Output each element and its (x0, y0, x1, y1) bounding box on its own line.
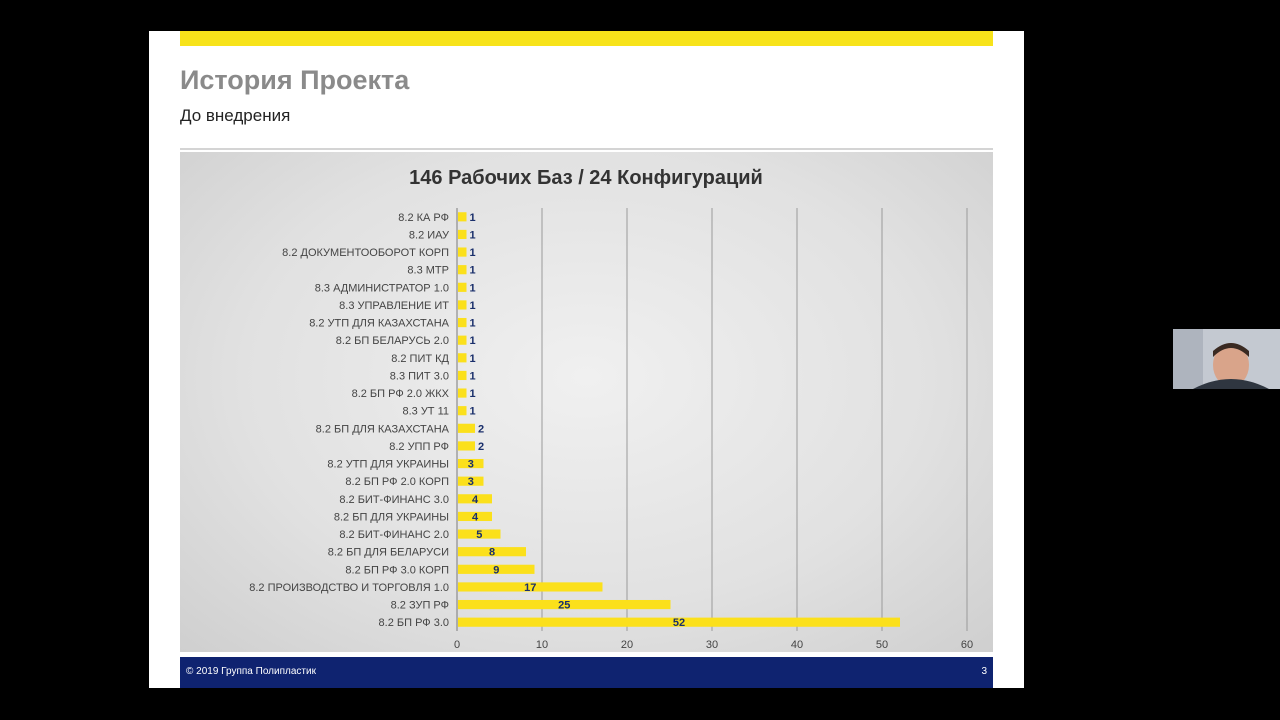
bar (458, 582, 603, 592)
bar-chart: 146 Рабочих Баз / 24 Конфигураций 0 10 20 30… (249, 167, 973, 651)
webcam-video[interactable] (1173, 329, 1280, 389)
bar (458, 494, 492, 504)
bar (458, 282, 467, 292)
category-label: 8.3 УПРАВЛЕНИЕ ИТ (339, 300, 449, 312)
data-label: 17 (524, 582, 536, 594)
category-label: 8.3 УТ 11 (402, 406, 449, 418)
x-tick-label: 0 (454, 639, 460, 651)
category-label: 8.2 УПП РФ (389, 441, 449, 453)
category-label: 8.2 БП ДЛЯ БЕЛАРУСИ (328, 547, 449, 559)
data-label: 9 (493, 564, 499, 576)
data-label: 1 (470, 370, 476, 382)
category-label: 8.2 КА РФ (398, 212, 449, 224)
data-label: 1 (470, 318, 476, 330)
category-label: 8.2 БП РФ 3.0 КОРП (345, 564, 449, 576)
data-label: 2 (478, 423, 484, 435)
bar (458, 229, 467, 240)
person-icon (1173, 329, 1280, 389)
data-label: 1 (470, 247, 476, 259)
bar (458, 370, 467, 381)
slide: История Проекта До внедрения 146 Рабочих… (149, 31, 1024, 688)
top-accent-bar (180, 31, 993, 46)
category-label: 8.2 БП ДЛЯ УКРАИНЫ (334, 511, 449, 523)
bar (458, 529, 501, 539)
category-label: 8.2 БП РФ 3.0 (379, 617, 449, 629)
bar (458, 423, 475, 433)
data-label: 4 (472, 511, 479, 523)
data-label: 8 (489, 547, 495, 559)
data-label: 5 (476, 529, 482, 541)
category-label: 8.2 БП ДЛЯ КАЗАХСТАНА (316, 423, 450, 435)
bar (458, 353, 467, 363)
slide-title: История Проекта (180, 65, 410, 95)
data-label: 3 (468, 476, 474, 488)
category-label: 8.2 БП РФ 2.0 КОРП (345, 476, 449, 488)
data-label: 4 (472, 494, 479, 506)
page-number: 3 (981, 666, 987, 677)
bar (458, 617, 900, 627)
x-tick-label: 20 (621, 639, 633, 651)
data-label: 1 (470, 212, 476, 224)
data-label: 1 (470, 335, 476, 347)
x-tick-label: 30 (706, 639, 718, 651)
data-label: 1 (470, 406, 476, 418)
bar (458, 212, 467, 222)
bar (458, 476, 484, 486)
footer-copyright: © 2019 Группа Полипластик (186, 666, 316, 677)
data-label: 1 (470, 229, 476, 241)
data-label: 25 (558, 600, 570, 612)
category-label: 8.2 ЗУП РФ (391, 600, 449, 612)
bar (458, 388, 467, 398)
bar (458, 511, 492, 522)
bar (458, 406, 467, 416)
category-label: 8.2 БП РФ 2.0 ЖКХ (352, 388, 450, 400)
divider (180, 148, 993, 150)
category-label: 8.2 ДОКУМЕНТООБОРОТ КОРП (282, 247, 449, 259)
x-tick-label: 10 (536, 639, 548, 651)
bar (458, 564, 535, 574)
category-label: 8.2 БИТ-ФИНАНС 3.0 (339, 494, 449, 506)
x-tick-label: 60 (961, 639, 973, 651)
x-tick-label: 50 (876, 639, 888, 651)
bar (458, 317, 467, 328)
category-label: 8.2 УТП ДЛЯ КАЗАХСТАНА (309, 318, 449, 330)
category-label: 8.2 ПРОИЗВОДСТВО И ТОРГОВЛЯ 1.0 (249, 582, 449, 594)
data-label: 1 (470, 388, 476, 400)
data-label: 1 (470, 300, 476, 312)
category-label: 8.3 АДМИНИСТРАТОР 1.0 (315, 282, 449, 294)
data-label: 3 (468, 459, 474, 471)
bar (458, 335, 467, 345)
footer-bar: © 2019 Группа Полипластик 3 (180, 657, 993, 688)
bar (458, 247, 467, 257)
chart-area: 146 Рабочих Баз / 24 Конфигураций 0 10 20 30… (180, 152, 993, 652)
bar (458, 265, 467, 275)
category-label: 8.2 ПИТ КД (391, 353, 449, 365)
bar (458, 300, 467, 310)
data-label: 1 (470, 353, 476, 365)
data-label: 1 (470, 265, 476, 277)
data-label: 52 (673, 617, 685, 629)
x-tick-label: 40 (791, 639, 803, 651)
category-label: 8.3 ПИТ 3.0 (390, 370, 449, 382)
bar (458, 441, 475, 451)
bar (458, 599, 671, 610)
data-label: 1 (470, 282, 476, 294)
category-label: 8.2 БИТ-ФИНАНС 2.0 (339, 529, 449, 541)
category-label: 8.2 УТП ДЛЯ УКРАИНЫ (327, 459, 449, 471)
category-label: 8.2 БП БЕЛАРУСЬ 2.0 (336, 335, 449, 347)
bar (458, 547, 526, 557)
bar (458, 458, 484, 469)
category-label: 8.3 МТР (407, 265, 449, 277)
chart-title: 146 Рабочих Баз / 24 Конфигураций (409, 167, 763, 189)
data-label: 2 (478, 441, 484, 453)
slide-subtitle: До внедрения (180, 106, 291, 125)
category-label: 8.2 ИАУ (409, 229, 450, 241)
